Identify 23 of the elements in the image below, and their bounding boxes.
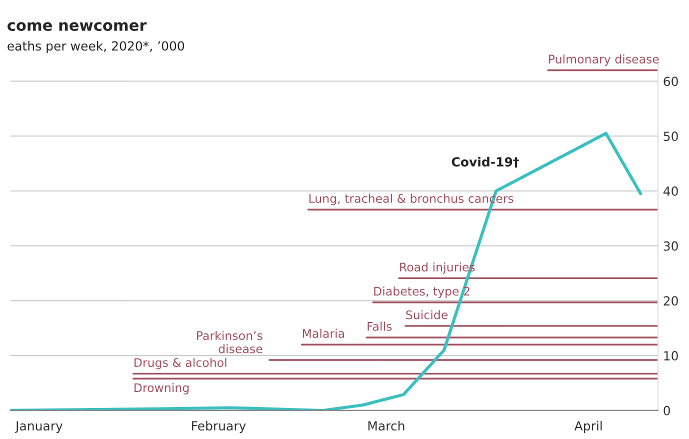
ref-line-label: Drugs & alcohol xyxy=(134,358,226,370)
ref-line-label: Falls xyxy=(368,322,392,331)
x-tick-label: January xyxy=(14,421,63,433)
ref-line-label: Parkinson’s disease xyxy=(197,330,262,354)
x-tick-label: April xyxy=(574,420,602,433)
ref-line-label: Suicide xyxy=(406,310,448,320)
y-tick-label: 0 xyxy=(664,406,670,416)
series-label: Covid-19† xyxy=(452,156,519,168)
ref-line-label: Drowning xyxy=(134,383,189,394)
ref-line-label: Diabetes, type 2 xyxy=(374,286,470,298)
line-series xyxy=(10,132,642,410)
y-tick-label: 20 xyxy=(664,296,678,306)
y-tick-label: 60 xyxy=(664,76,678,86)
chart-subtitle: eaths per week, 2020*, ’000 xyxy=(8,40,184,54)
y-tick-label: 10 xyxy=(664,351,678,361)
y-tick-label: 50 xyxy=(664,132,678,142)
y-tick-label: 40 xyxy=(663,186,678,196)
x-tick-label: March xyxy=(368,420,404,431)
x-tick-label: February xyxy=(192,420,246,433)
ref-line-label: Malaria xyxy=(302,328,344,338)
y-tick-label: 30 xyxy=(664,241,678,251)
ref-line-label: Pulmonary disease xyxy=(549,54,659,66)
chart-title: come newcomer xyxy=(8,22,147,31)
